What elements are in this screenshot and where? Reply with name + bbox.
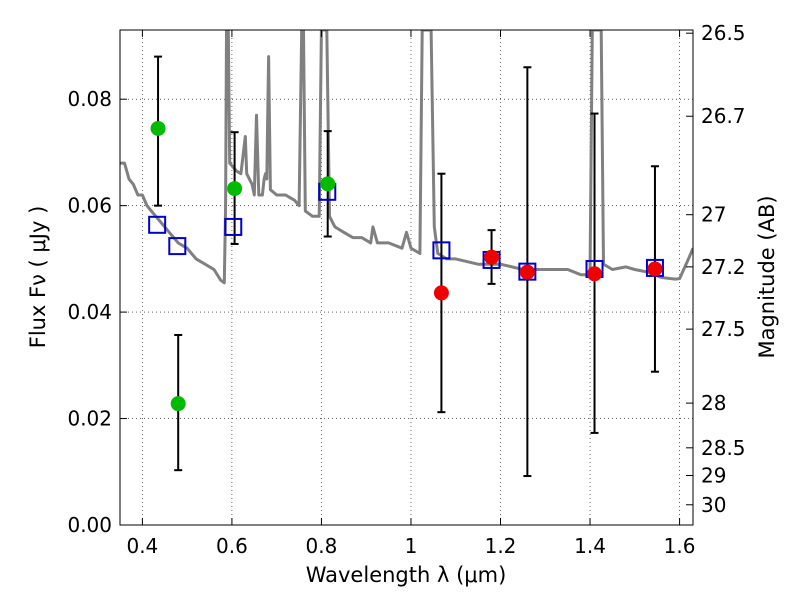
plot-content — [120, 30, 693, 478]
plot-frame — [119, 29, 694, 526]
model-photometry-square — [168, 237, 187, 256]
y-axis-label: Flux Fν ( μJy ) — [26, 206, 50, 349]
y-tick-label: 0.00 — [67, 513, 112, 537]
model-photometry-square — [432, 241, 451, 260]
y-tick-label: 0.08 — [67, 87, 112, 111]
data-markers — [148, 120, 664, 412]
detection-point — [227, 181, 243, 197]
x-tick-label: 0.4 — [126, 534, 158, 558]
right-tick-label: 27 — [701, 203, 726, 227]
detection-point — [587, 266, 603, 282]
x-tick-label: 1.6 — [664, 534, 696, 558]
sed-model-line — [120, 30, 693, 285]
right-tick-label: 26.7 — [701, 104, 746, 128]
right-tick-label: 26.5 — [701, 21, 746, 45]
right-tick-label: 28.5 — [701, 436, 746, 460]
detection-point — [150, 120, 166, 136]
right-tick-label: 27.5 — [701, 317, 746, 341]
right-tick-label: 27.2 — [701, 255, 746, 279]
y-tick-label: 0.06 — [67, 194, 112, 218]
right-tick-label: 30 — [701, 493, 726, 517]
detection-point — [433, 285, 449, 301]
model-photometry-square — [224, 217, 243, 236]
detection-point — [647, 261, 663, 277]
tick-marks — [120, 30, 693, 526]
x-tick-label: 0.6 — [216, 534, 248, 558]
detection-point — [519, 264, 535, 280]
x-tick-label: 1.2 — [485, 534, 517, 558]
plot-background — [120, 30, 693, 525]
detection-point — [484, 249, 500, 265]
right-tick-label: 29 — [701, 464, 726, 488]
x-axis-label: Wavelength λ (μm) — [306, 563, 507, 587]
model-photometry-square — [148, 215, 167, 234]
x-tick-label: 1 — [405, 534, 418, 558]
y-axis-label-right: Magnitude (AB) — [755, 195, 779, 358]
detection-point — [320, 176, 336, 192]
x-tick-label: 1.4 — [574, 534, 606, 558]
grid — [120, 30, 693, 526]
tick-labels: 0.4 0.6 0.8 1 1.2 1.4 1.6 0.00 0.02 0.04 0.06 0.08 2… — [67, 21, 745, 558]
x-tick-label: 0.8 — [306, 534, 338, 558]
detection-point — [170, 396, 186, 412]
y-tick-label: 0.02 — [67, 407, 112, 431]
right-tick-label: 28 — [701, 391, 726, 415]
y-tick-label: 0.04 — [67, 300, 112, 324]
